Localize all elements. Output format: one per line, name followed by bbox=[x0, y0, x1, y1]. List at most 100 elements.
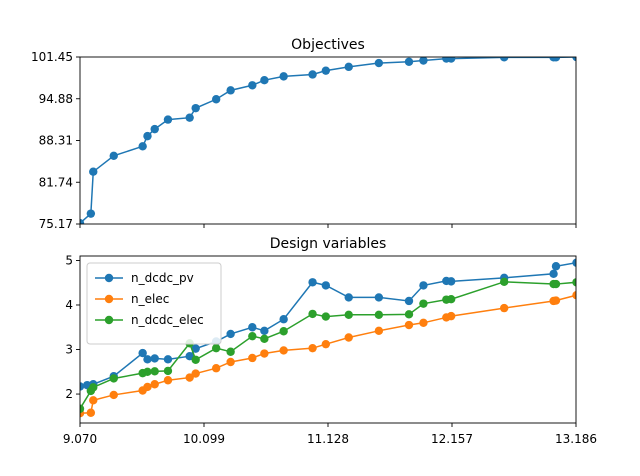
data-point bbox=[143, 131, 152, 141]
data-point bbox=[226, 86, 235, 95]
data-point bbox=[419, 57, 428, 65]
axes-frame bbox=[79, 56, 577, 225]
data-point bbox=[551, 57, 561, 62]
data-point bbox=[419, 281, 428, 290]
data-point bbox=[191, 103, 200, 113]
data-point bbox=[89, 383, 98, 392]
y-tick-label: 94.88 bbox=[39, 92, 73, 106]
data-point bbox=[321, 281, 331, 290]
data-point bbox=[191, 369, 200, 378]
data-point bbox=[211, 364, 221, 373]
data-point bbox=[109, 374, 118, 383]
x-tick-label: 13.186 bbox=[555, 432, 597, 446]
data-point bbox=[404, 320, 414, 330]
data-point bbox=[499, 57, 509, 62]
data-point bbox=[191, 344, 200, 353]
data-point bbox=[163, 376, 173, 385]
data-point bbox=[138, 348, 147, 358]
data-point bbox=[211, 95, 221, 104]
data-point bbox=[211, 343, 221, 353]
y-tick-label: 88.31 bbox=[39, 134, 73, 148]
data-point bbox=[86, 408, 96, 417]
data-point bbox=[143, 355, 152, 364]
data-point bbox=[80, 404, 85, 413]
data-point bbox=[279, 327, 288, 336]
legend-marker bbox=[104, 294, 114, 304]
data-point bbox=[344, 293, 353, 302]
data-point bbox=[499, 303, 509, 313]
data-point bbox=[446, 311, 456, 321]
chart-title: Design variables bbox=[270, 236, 387, 252]
series-line-objective bbox=[80, 57, 576, 224]
data-point bbox=[321, 339, 331, 349]
data-point bbox=[185, 373, 194, 382]
data-point bbox=[279, 315, 288, 324]
legend-marker bbox=[104, 315, 114, 325]
data-point bbox=[260, 334, 269, 344]
data-point bbox=[308, 309, 317, 319]
data-point bbox=[143, 382, 152, 392]
data-point bbox=[260, 326, 269, 336]
data-point bbox=[150, 354, 159, 363]
data-point bbox=[551, 262, 561, 271]
data-point bbox=[109, 151, 118, 161]
data-point bbox=[185, 113, 194, 122]
data-point bbox=[549, 269, 558, 279]
x-tick-label: 12.157 bbox=[431, 432, 473, 446]
data-point bbox=[163, 366, 173, 376]
data-point bbox=[446, 294, 456, 304]
chart-panel-2: Design variables 2 3 4 5 9.070 10.099 11.128 12.… bbox=[63, 236, 597, 446]
data-point bbox=[191, 355, 200, 364]
y-tick-label: 75.17 bbox=[39, 217, 73, 231]
data-point bbox=[150, 380, 159, 389]
data-point bbox=[308, 343, 317, 353]
data-point bbox=[226, 347, 235, 356]
data-point bbox=[419, 318, 428, 327]
legend-label: n_dcdc_pv bbox=[131, 271, 194, 285]
data-point bbox=[143, 367, 152, 376]
data-point bbox=[248, 331, 257, 341]
data-point bbox=[109, 390, 118, 400]
y-tick-label: 5 bbox=[65, 253, 73, 267]
data-point bbox=[551, 279, 561, 289]
data-point bbox=[89, 167, 98, 176]
data-point bbox=[321, 312, 331, 321]
data-point bbox=[551, 296, 561, 305]
data-point bbox=[404, 310, 414, 319]
legend-label: n_elec bbox=[131, 292, 169, 306]
data-point bbox=[308, 70, 317, 79]
data-point bbox=[260, 349, 269, 358]
data-point bbox=[248, 353, 257, 363]
x-tick-label: 11.128 bbox=[307, 432, 349, 446]
data-point bbox=[226, 357, 235, 367]
data-point bbox=[260, 75, 269, 85]
data-point bbox=[374, 58, 384, 68]
chart-title: Objectives bbox=[291, 37, 365, 53]
data-point bbox=[404, 57, 414, 66]
x-tick-label: 10.099 bbox=[183, 432, 225, 446]
data-point bbox=[321, 66, 331, 75]
data-point bbox=[138, 142, 147, 151]
y-tick-label: 2 bbox=[65, 387, 73, 401]
data-point bbox=[248, 81, 257, 90]
y-tick-label: 81.74 bbox=[39, 175, 73, 189]
y-tick-label: 4 bbox=[65, 298, 73, 312]
data-point bbox=[572, 278, 576, 287]
data-point bbox=[344, 62, 353, 72]
y-tick-label: 101.45 bbox=[31, 50, 73, 64]
data-point bbox=[419, 299, 428, 308]
data-point bbox=[446, 57, 456, 63]
data-point bbox=[374, 326, 384, 336]
data-point bbox=[150, 367, 159, 376]
legend: n_dcdc_pv n_elec n_dcdc_elec bbox=[86, 262, 222, 345]
data-point bbox=[572, 258, 576, 267]
data-point bbox=[150, 124, 159, 134]
data-point bbox=[80, 218, 85, 224]
data-point bbox=[572, 291, 576, 300]
data-point bbox=[499, 277, 509, 287]
y-tick-label: 3 bbox=[65, 343, 73, 357]
data-point bbox=[404, 296, 414, 306]
data-point bbox=[344, 310, 353, 319]
data-point bbox=[163, 355, 173, 364]
